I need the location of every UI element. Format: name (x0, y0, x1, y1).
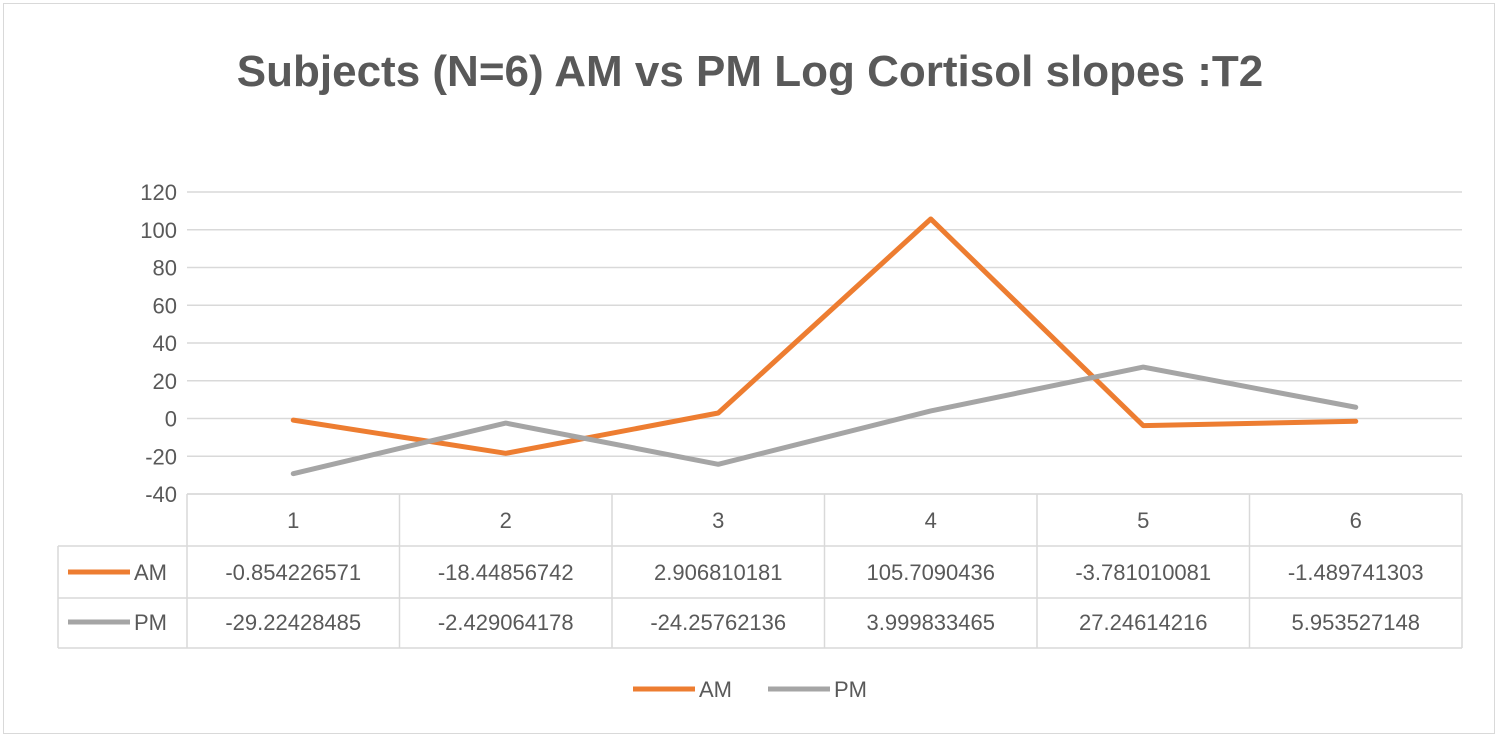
y-tick-label: 40 (153, 331, 177, 356)
table-cell-value: -3.781010081 (1075, 560, 1211, 585)
legend-label: PM (834, 677, 867, 702)
table-cell-value: 3.999833465 (867, 610, 995, 635)
x-category-label: 1 (287, 508, 299, 533)
y-tick-label: 100 (140, 218, 177, 243)
series-label: AM (134, 560, 167, 585)
x-category-label: 6 (1350, 508, 1362, 533)
y-tick-label: 60 (153, 293, 177, 318)
x-category-label: 5 (1137, 508, 1149, 533)
table-cell-value: 2.906810181 (654, 560, 782, 585)
series-label: PM (134, 610, 167, 635)
table-cell-value: -18.44856742 (438, 560, 574, 585)
chart-title: Subjects (N=6) AM vs PM Log Cortisol slo… (237, 47, 1263, 96)
series-line-pm (290, 364, 1359, 477)
y-tick-label: -20 (145, 444, 177, 469)
y-tick-label: -40 (145, 482, 177, 507)
x-category-label: 2 (500, 508, 512, 533)
table-cell-value: -2.429064178 (438, 610, 574, 635)
legend-label: AM (699, 677, 732, 702)
table-cell-value: 27.24614216 (1079, 610, 1207, 635)
table-cell-value: -1.489741303 (1288, 560, 1424, 585)
table-cell-value: -29.22428485 (225, 610, 361, 635)
y-tick-label: 80 (153, 256, 177, 281)
y-tick-label: 120 (140, 180, 177, 205)
table-cell-value: 5.953527148 (1292, 610, 1420, 635)
table-cell-value: 105.7090436 (867, 560, 995, 585)
chart-frame (3, 3, 1495, 734)
table-cell-value: -0.854226571 (225, 560, 361, 585)
y-tick-label: 20 (153, 369, 177, 394)
x-category-label: 4 (925, 508, 937, 533)
y-tick-label: 0 (165, 407, 177, 432)
x-category-label: 3 (712, 508, 724, 533)
table-cell-value: -24.25762136 (650, 610, 786, 635)
series-line-am (290, 216, 1359, 456)
